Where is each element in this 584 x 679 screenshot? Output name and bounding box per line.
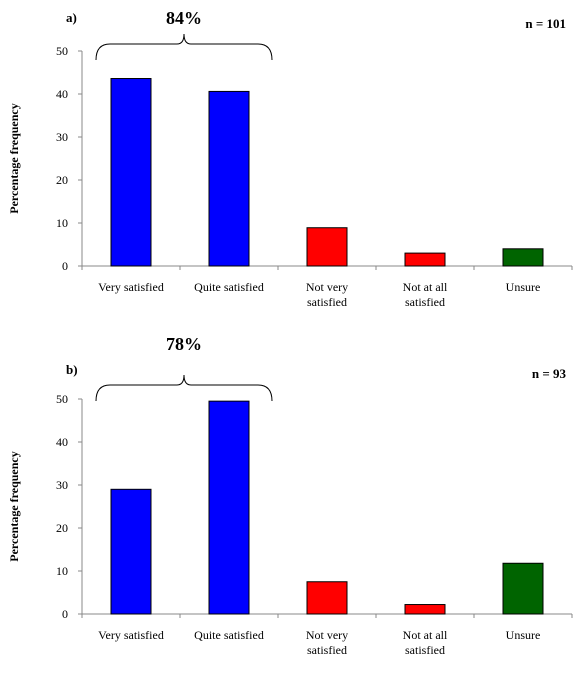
y-tick-label: 20 [56,173,68,187]
bracket-label: 84% [166,8,202,28]
y-tick-label: 30 [56,130,68,144]
y-tick-label: 50 [56,392,68,406]
y-tick-label: 10 [56,564,68,578]
bar [208,400,250,615]
y-tick-label: 40 [56,435,68,449]
bar [306,227,348,267]
y-tick-label: 10 [56,216,68,230]
chart-panel-a: 0 10 20 30 40 50 Very satisfied Quite satisfied… [7,8,573,309]
y-tick-label: 20 [56,521,68,535]
x-tick-label: Unsure [506,280,541,294]
bracket-label: 78% [166,334,202,354]
y-axis-label: Percentage frequency [7,451,21,562]
bar [502,248,544,267]
panel-label: a) [66,10,77,25]
x-tick-label: Unsure [506,628,541,642]
x-tick-label: Not at all satisfied [403,628,448,657]
x-tick-label: Not very satisfied [306,628,348,657]
bar [306,581,348,615]
bar [110,78,152,267]
bracket [95,374,273,402]
x-tick-label: Quite satisfied [194,280,264,294]
sample-size-label: n = 101 [525,16,566,31]
sample-size-label: n = 93 [532,366,567,381]
x-tick-label: Not very satisfied [306,280,348,309]
bracket [95,33,273,61]
chart-panel-b: 0 10 20 30 40 50 Very satisfied Quite satisfied… [7,334,573,657]
y-tick-label: 0 [62,259,68,273]
bar [208,90,250,267]
x-tick-label: Quite satisfied [194,628,264,642]
y-tick-label: 50 [56,44,68,58]
panel-label: b) [66,362,78,377]
bar [110,488,152,615]
y-tick-label: 0 [62,607,68,621]
x-tick-label: Very satisfied [98,280,164,294]
bar [502,562,544,615]
bar [404,604,446,615]
y-tick-label: 30 [56,478,68,492]
x-tick-label: Very satisfied [98,628,164,642]
x-tick-label: Not at all satisfied [403,280,448,309]
bar [404,252,446,267]
y-axis-label: Percentage frequency [7,103,21,214]
y-tick-label: 40 [56,87,68,101]
